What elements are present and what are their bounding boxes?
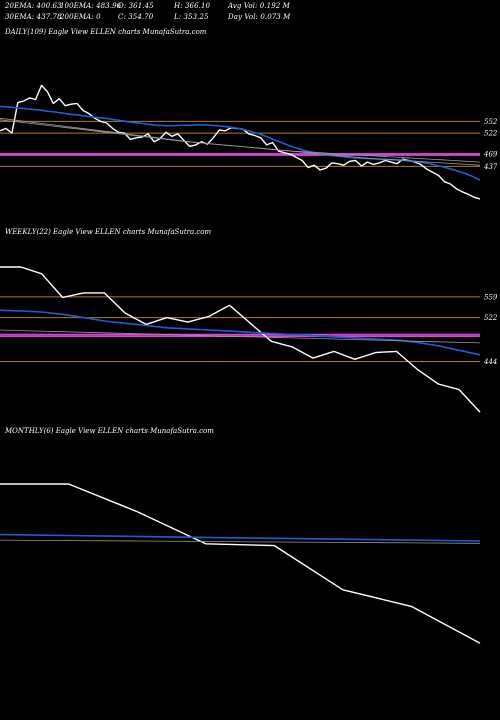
level-label: 552 (484, 118, 498, 126)
level-label: 522 (484, 314, 498, 322)
stat-day-vol: Day Vol: 0.073 M (228, 13, 291, 21)
stat-ema20: 20EMA: 400.63 (5, 2, 62, 10)
daily-chart: 552 522 469 437 (0, 84, 498, 200)
ema-line (0, 533, 481, 542)
level-label: 469 (483, 150, 498, 158)
daily-chart-title: DAILY(109) Eagle View ELLEN charts Munaf… (5, 28, 207, 36)
stat-high: H: 366.10 (174, 2, 211, 10)
stat-ema100: 100EMA: 483.96 (60, 2, 122, 10)
weekly-chart-title: WEEKLY(22) Eagle View ELLEN charts Munaf… (5, 228, 212, 236)
stat-ema30: 30EMA: 437.78 (5, 13, 62, 21)
ma-line (0, 539, 481, 544)
ma-line (0, 119, 481, 163)
price-line (0, 483, 481, 644)
monthly-chart-title: MONTHLY(6) Eagle View ELLEN charts Munaf… (5, 427, 214, 435)
level-label: 437 (483, 163, 498, 171)
price-line (0, 266, 481, 413)
ma-line (0, 329, 481, 344)
level-label: 559 (484, 293, 498, 301)
weekly-chart: 559 522 444 (0, 266, 498, 413)
price-line (0, 84, 481, 200)
level-label: 522 (484, 130, 498, 138)
monthly-chart (0, 483, 481, 644)
ema-line (0, 309, 481, 356)
stat-low: L: 353.25 (174, 13, 209, 21)
stat-close: C: 354.70 (118, 13, 154, 21)
stat-avg-vol: Avg Vol: 0.192 M (228, 2, 290, 10)
ema-line (0, 105, 481, 181)
level-label: 444 (483, 358, 497, 366)
stat-open: O: 361.45 (118, 2, 154, 10)
stat-ema200: 200EMA: 0 (60, 13, 101, 21)
